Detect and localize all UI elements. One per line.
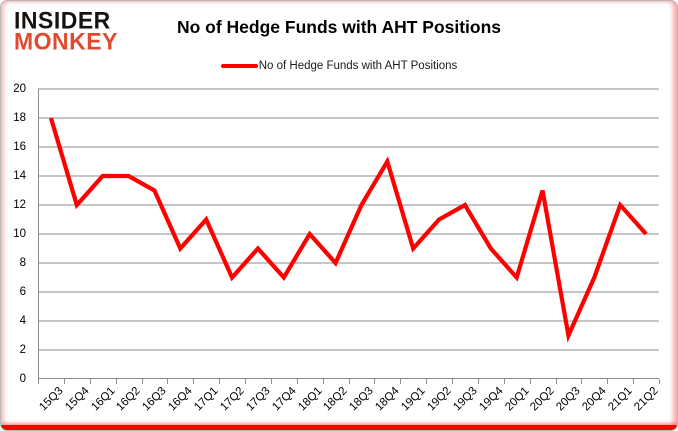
y-axis-tick-label: 8 bbox=[19, 257, 26, 269]
chart-title: No of Hedge Funds with AHT Positions bbox=[176, 17, 502, 37]
insider-monkey-logo: INSIDER MONKEY bbox=[14, 6, 118, 55]
y-axis-tick-label: 14 bbox=[13, 170, 26, 182]
x-axis-tick-label: 17Q2 bbox=[218, 385, 247, 414]
x-axis-tick-label: 21Q1 bbox=[606, 385, 635, 414]
y-axis-tick-label: 6 bbox=[19, 286, 26, 298]
x-axis-tick-label: 20Q3 bbox=[554, 385, 583, 414]
plot-area: 15Q3 15Q4 16Q1 16Q2 16Q3 16Q4 17Q1 17Q2 17Q3 17Q4… bbox=[37, 88, 661, 429]
data-line bbox=[48, 117, 648, 343]
x-axis-tick-label: 16Q3 bbox=[140, 385, 169, 414]
x-axis-tick-label: 17Q3 bbox=[244, 385, 273, 414]
x-axis-tick-label: 19Q1 bbox=[399, 385, 428, 414]
y-axis-tick-label: 0 bbox=[19, 373, 26, 385]
x-axis-tick-label: 17Q1 bbox=[192, 385, 221, 414]
x-axis-tick-label: 15Q3 bbox=[37, 385, 66, 414]
frame-bottom-accent bbox=[1, 425, 677, 430]
y-axis-tick-label: 20 bbox=[13, 83, 26, 95]
x-axis-tick-label: 18Q3 bbox=[347, 385, 376, 414]
x-axis-tick-label: 21Q2 bbox=[632, 385, 661, 414]
logo-word-monkey: MONKEY bbox=[14, 27, 118, 55]
legend-line-swatch bbox=[220, 64, 258, 68]
x-axis-tick-label: 19Q4 bbox=[476, 385, 506, 414]
x-axis-tick-label: 19Q3 bbox=[451, 385, 480, 414]
y-axis-tick-label: 18 bbox=[13, 112, 26, 124]
x-axis-tick-label: 20Q1 bbox=[502, 385, 532, 414]
x-axis-tick-label: 18Q2 bbox=[321, 385, 351, 414]
y-axis-tick-label: 12 bbox=[13, 199, 26, 211]
legend-label: No of Hedge Funds with AHT Positions bbox=[258, 60, 458, 72]
y-axis-tick-label: 16 bbox=[13, 141, 26, 153]
y-axis-tick-label: 4 bbox=[19, 315, 26, 327]
x-axis-tick-label: 19Q2 bbox=[425, 385, 454, 414]
y-axis-tick-label: 2 bbox=[19, 344, 26, 356]
x-axis-tick-label: 17Q4 bbox=[269, 385, 299, 414]
x-axis-tick-label: 16Q2 bbox=[114, 385, 144, 414]
x-axis-tick-label: 18Q4 bbox=[373, 385, 402, 414]
y-axis-tick-label: 10 bbox=[13, 228, 26, 240]
x-axis-tick-label: 20Q2 bbox=[528, 385, 558, 414]
x-axis-tick-label: 16Q1 bbox=[88, 385, 118, 414]
x-axis-tick-label: 20Q4 bbox=[580, 385, 609, 414]
legend: No of Hedge Funds with AHT Positions bbox=[1, 60, 677, 72]
y-axis-labels: 0 2 4 6 8 10 12 14 16 18 20 bbox=[1, 83, 32, 385]
x-axis-tick-label: 18Q1 bbox=[295, 385, 325, 414]
x-axis-tick-label: 15Q4 bbox=[62, 385, 92, 414]
line-chart-svg bbox=[38, 88, 660, 384]
logo-word-insider: INSIDER bbox=[14, 6, 111, 34]
x-axis-tick-label: 16Q4 bbox=[166, 385, 195, 414]
